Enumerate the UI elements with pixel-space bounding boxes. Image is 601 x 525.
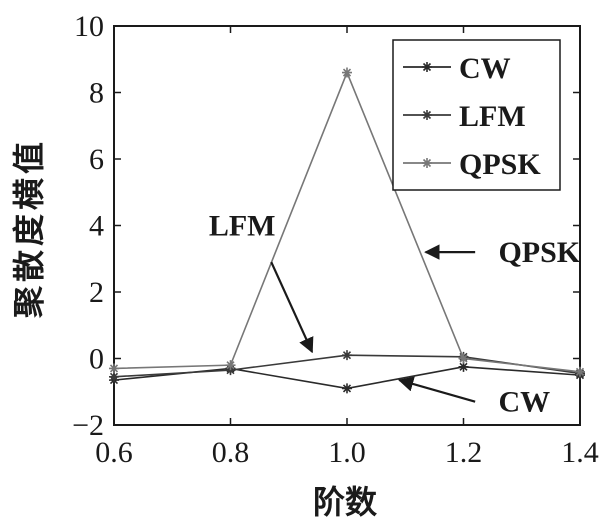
x-tick-label: 0.8 <box>212 436 250 469</box>
legend-marker-cw <box>422 62 432 72</box>
legend-label-qpsk: QPSK <box>459 148 541 181</box>
x-axis-label: 阶数 <box>313 483 378 521</box>
legend-label-cw: CW <box>459 52 511 85</box>
y-tick-label: 10 <box>74 10 104 43</box>
y-tick-label: 2 <box>89 276 104 309</box>
x-tick-label: 1.0 <box>328 436 366 469</box>
legend-marker-qpsk <box>422 158 432 168</box>
legend-marker-lfm <box>422 110 432 120</box>
legend-label-lfm: LFM <box>459 100 526 133</box>
data-point-qpsk <box>575 366 585 377</box>
data-point-qpsk <box>342 67 352 78</box>
annotation-arrow-lfm <box>270 261 314 354</box>
data-point-qpsk <box>225 360 236 371</box>
y-tick-label: 0 <box>89 343 104 376</box>
y-axis-label: 聚散度横值 <box>10 138 48 319</box>
data-point-lfm <box>109 371 119 382</box>
x-tick-label: 0.6 <box>95 436 133 469</box>
y-tick-label: −2 <box>72 409 104 442</box>
plot-area: 0.6 0.8 1.0 1.2 1.4 −2 0 2 4 6 8 10 CW LFM QPSK LFM QPSK… <box>72 10 599 469</box>
y-tick-label: 4 <box>89 210 104 243</box>
annotation-lfm: LFM <box>209 210 276 243</box>
y-tick-label: 8 <box>89 77 104 110</box>
x-tick-label: 1.4 <box>561 436 599 469</box>
annotation-qpsk: QPSK <box>498 236 580 269</box>
data-point-lfm <box>342 350 352 361</box>
annotation-cw: CW <box>498 386 550 419</box>
data-point-qpsk <box>109 363 119 374</box>
x-tick-label: 1.2 <box>445 436 483 469</box>
annotation-arrow-cw <box>397 376 476 403</box>
data-point-cw <box>458 361 469 372</box>
data-point-qpsk <box>458 353 469 364</box>
y-tick-label: 6 <box>89 143 104 176</box>
data-point-cw <box>342 383 352 394</box>
